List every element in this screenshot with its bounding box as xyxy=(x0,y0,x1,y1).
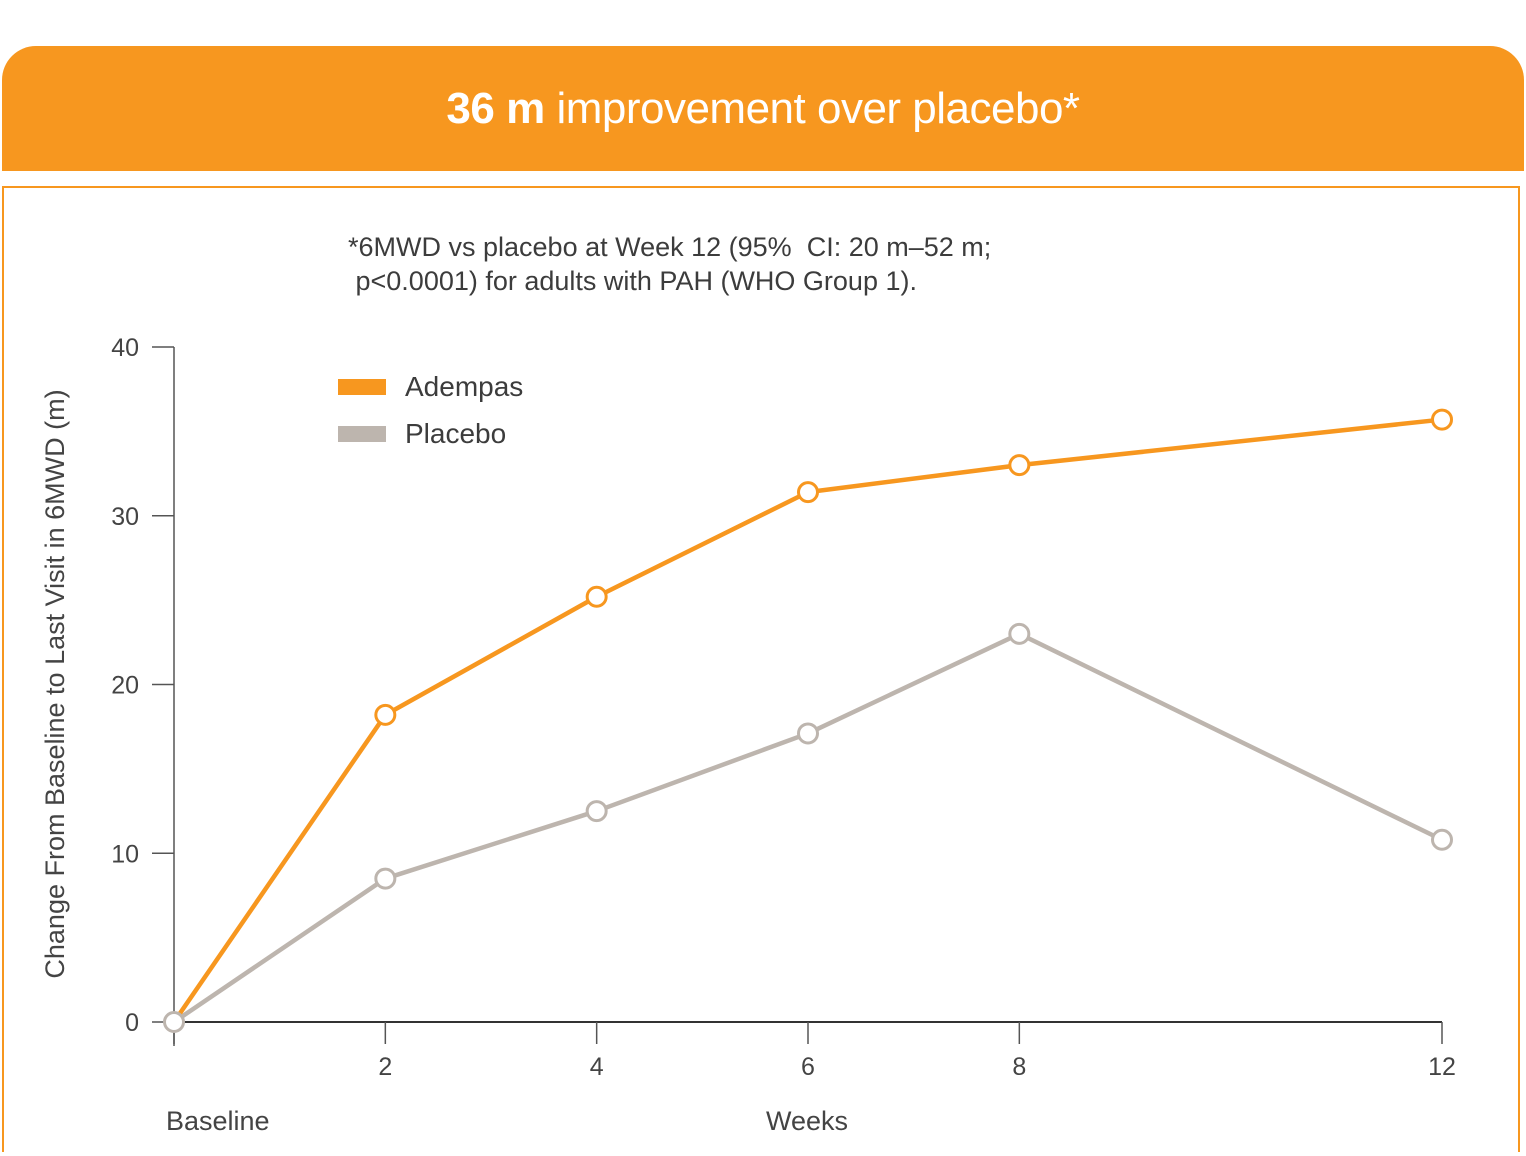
x-axis-title: Weeks xyxy=(766,1106,848,1136)
series-lines xyxy=(163,408,1453,1033)
legend-swatch-placebo xyxy=(338,426,386,442)
data-point-marker xyxy=(374,703,397,726)
data-point-marker xyxy=(1008,454,1031,477)
baseline-marker xyxy=(163,1011,185,1033)
y-axis-title: Change From Baseline to Last Visit in 6M… xyxy=(40,389,70,978)
chart-panel xyxy=(2,186,1520,1152)
axes: 0 10 20 30 40 2 4 6 8 12 Baseline Weeks Change From … xyxy=(40,334,1456,1136)
chart-title: 36 m improvement over placebo* xyxy=(446,83,1080,133)
y-tick-label: 10 xyxy=(111,840,139,868)
y-tick-label: 40 xyxy=(111,334,139,362)
title-banner: 36 m improvement over placebo* xyxy=(2,46,1524,171)
data-point-marker xyxy=(374,867,397,890)
x-tick-label: 8 xyxy=(1012,1053,1026,1081)
x-tick-label: 2 xyxy=(378,1053,392,1081)
legend-label-adempas: Adempas xyxy=(405,371,523,402)
data-point-marker xyxy=(585,585,608,608)
y-tick-label: 0 xyxy=(125,1009,139,1037)
data-point-marker xyxy=(585,800,608,823)
y-tick-label: 20 xyxy=(111,672,139,700)
data-point-marker xyxy=(1431,828,1453,851)
legend-swatch-adempas xyxy=(338,379,386,395)
series-line-placebo xyxy=(172,631,1443,1024)
x-tick-label: 12 xyxy=(1428,1053,1456,1081)
x-baseline-label: Baseline xyxy=(166,1106,270,1136)
footnote: *6MWD vs placebo at Week 12 (95% CI: 20 … xyxy=(348,232,992,296)
series-line-adempas xyxy=(172,417,1443,1024)
legend: Adempas Placebo xyxy=(338,371,523,449)
data-point-marker xyxy=(797,481,819,504)
x-tick-label: 4 xyxy=(590,1053,604,1081)
data-point-marker xyxy=(1008,622,1031,645)
data-point-marker xyxy=(797,722,819,745)
data-point-marker xyxy=(1431,408,1453,431)
x-tick-label: 6 xyxy=(801,1053,815,1081)
legend-label-placebo: Placebo xyxy=(405,418,506,449)
y-tick-label: 30 xyxy=(111,503,139,531)
